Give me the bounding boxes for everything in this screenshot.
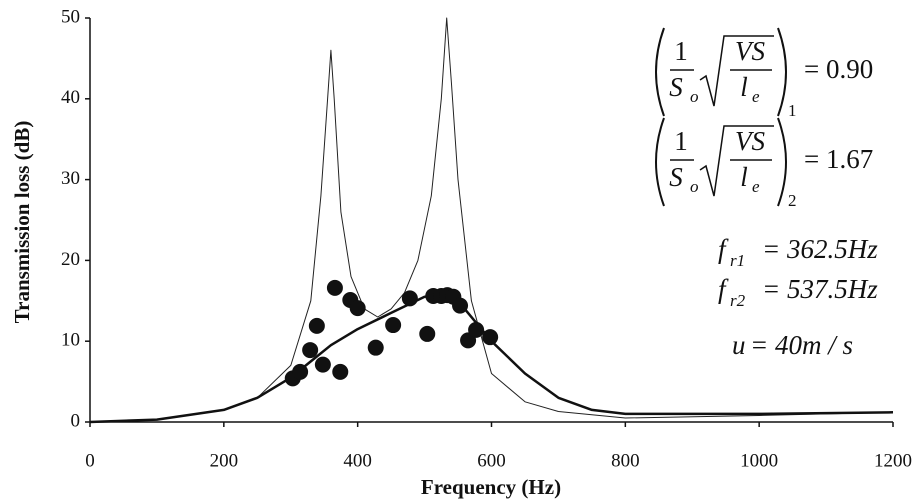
x-tick-label: 200 bbox=[210, 450, 239, 471]
data-point bbox=[367, 339, 384, 356]
data-point bbox=[349, 300, 366, 317]
eq-subscript: 2 bbox=[788, 191, 797, 210]
radical bbox=[699, 35, 774, 107]
paren bbox=[777, 27, 787, 117]
eq-rhs: = 362.5Hz bbox=[762, 234, 878, 264]
y-tick-label: 20 bbox=[61, 249, 80, 270]
y-tick-label: 40 bbox=[61, 87, 80, 108]
data-point bbox=[419, 325, 436, 342]
x-tick-label: 1000 bbox=[740, 450, 778, 471]
paren bbox=[777, 117, 787, 207]
data-point bbox=[326, 279, 343, 296]
eq-rhs: = 40m / s bbox=[750, 330, 853, 360]
x-axis-title: Frequency (Hz) bbox=[421, 475, 561, 499]
eq-lhs: u bbox=[732, 330, 746, 360]
frac-den-sub: o bbox=[690, 177, 699, 196]
data-point bbox=[332, 363, 349, 380]
eq-value: = 0.90 bbox=[804, 54, 873, 84]
data-point bbox=[308, 317, 325, 334]
frac-num: 1 bbox=[674, 126, 688, 156]
line-series bbox=[89, 17, 894, 423]
root-den-sub: e bbox=[752, 177, 760, 196]
y-tick-label: 10 bbox=[61, 330, 80, 351]
x-tick-label: 0 bbox=[85, 450, 95, 471]
frac-den: S bbox=[669, 72, 683, 102]
data-point bbox=[452, 297, 469, 314]
x-tick-label: 800 bbox=[611, 450, 640, 471]
eq-lhs: f bbox=[718, 234, 729, 264]
root-den: l bbox=[740, 162, 748, 192]
y-tick-label: 0 bbox=[71, 410, 81, 431]
radical bbox=[699, 125, 774, 197]
data-point bbox=[302, 342, 319, 359]
data-point bbox=[292, 363, 309, 380]
paren bbox=[655, 117, 665, 207]
eq-lhs: f bbox=[718, 274, 729, 304]
frac-den-sub: o bbox=[690, 87, 699, 106]
eq-rhs: = 537.5Hz bbox=[762, 274, 878, 304]
root-num: VS bbox=[735, 126, 765, 156]
data-point bbox=[401, 290, 418, 307]
x-tick-label: 400 bbox=[343, 450, 372, 471]
data-point bbox=[482, 329, 499, 346]
y-tick-label: 30 bbox=[61, 168, 80, 189]
frac-num: 1 bbox=[674, 36, 688, 66]
root-den-sub: e bbox=[752, 87, 760, 106]
eq-subscript: 1 bbox=[788, 101, 797, 120]
eq-value: = 1.67 bbox=[804, 144, 873, 174]
data-point bbox=[385, 317, 402, 334]
frac-den: S bbox=[669, 162, 683, 192]
x-tick-label: 1200 bbox=[874, 450, 912, 471]
y-tick-label: 50 bbox=[61, 6, 80, 27]
root-num: VS bbox=[735, 36, 765, 66]
data-point bbox=[468, 321, 485, 338]
eq-lhs-sub: r1 bbox=[730, 251, 745, 270]
data-point bbox=[314, 356, 331, 373]
eq-lhs-sub: r2 bbox=[730, 291, 746, 310]
y-axis-title: Transmission loss (dB) bbox=[10, 121, 34, 324]
paren bbox=[655, 27, 665, 117]
root-den: l bbox=[740, 72, 748, 102]
x-tick-label: 600 bbox=[477, 450, 506, 471]
